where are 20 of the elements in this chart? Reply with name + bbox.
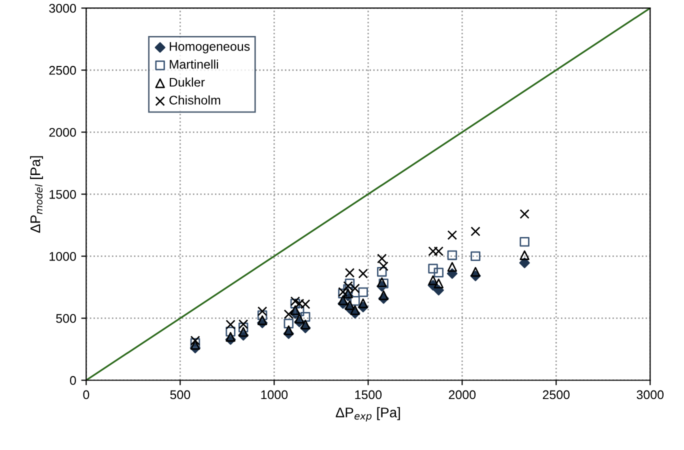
legend-label: Homogeneous — [170, 42, 250, 54]
x-tick-label: 3000 — [636, 390, 664, 400]
y-tick-label: 1000 — [50, 252, 76, 261]
y-tick-label: 500 — [56, 314, 76, 323]
x-tick-label: 1500 — [355, 390, 382, 400]
legend-label: Chisholm — [169, 95, 220, 105]
y-tick-label: 2000 — [49, 128, 76, 137]
y-tick-label: 0 — [70, 376, 76, 385]
x-tick-label: 2000 — [448, 390, 476, 400]
x-tick-label: 2500 — [542, 390, 570, 400]
x-tick-label: 500 — [170, 390, 190, 400]
x-tick-label: 1000 — [261, 390, 288, 400]
legend-label: Dukler — [170, 77, 205, 87]
y-tick-label: 1500 — [50, 190, 76, 199]
y-tick-label: 3000 — [49, 4, 76, 13]
y-tick-label: 2500 — [49, 66, 76, 75]
x-axis-title: ΔP$_{exp}$ [Pa] — [336, 407, 400, 422]
y-axis-title: ΔP$_{model}$ [Pa] — [30, 156, 43, 233]
x-tick-label: 0 — [83, 390, 90, 400]
legend-label: Martinelli — [170, 60, 218, 69]
